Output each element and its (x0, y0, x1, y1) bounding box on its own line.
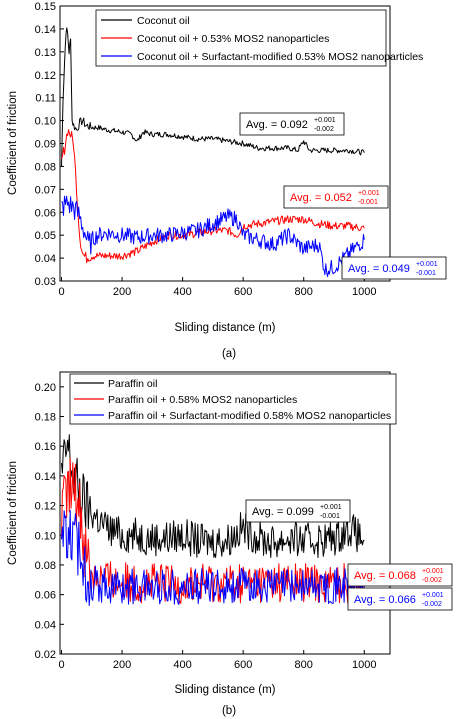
legend-label-coconut: Coconut oil (137, 15, 190, 27)
annotation-paraffin-mos2-value: 0.068 (388, 570, 416, 582)
y-tick-label: 0.05 (35, 230, 56, 242)
y-axis-label-a: Coefficient of friction (7, 91, 19, 195)
annotation-paraffin-prefix: Avg. = (252, 506, 286, 518)
annotation-coconut-surf-sup: +0.001 (416, 261, 438, 268)
svg-text:Avg. = 0.066: Avg. = 0.066 (354, 594, 416, 606)
annotation-coconut-mos2-sup: +0.001 (358, 190, 380, 197)
y-tick-label: 0.20 (35, 382, 56, 394)
panel-a: 0.03 0.04 0.05 0.06 0.07 0.08 0.09 0.10 0.11 0.12… (7, 1, 447, 360)
legend-label-coconut-surf: Coconut oil + Surfactant-modified 0.53% … (137, 51, 423, 63)
y-tick-label: 0.14 (35, 471, 56, 483)
annotation-coconut-mos2-prefix: Avg. = (290, 192, 324, 204)
panel-label-a: (a) (222, 348, 236, 360)
y-tick-label: 0.12 (35, 501, 56, 513)
plot-frame-b (59, 371, 391, 655)
annotation-coconut-surf-sub: -0.001 (416, 270, 436, 277)
y-tick-label: 0.11 (35, 93, 56, 105)
svg-text:Avg. = 0.099: Avg. = 0.099 (252, 506, 314, 518)
legend-label-paraffin-surf: Paraffin oil + Surfactant-modified 0.58%… (108, 410, 391, 422)
y-tick-label: 0.02 (35, 649, 56, 661)
legend-label-paraffin: Paraffin oil (108, 378, 157, 390)
y-tick-label: 0.06 (35, 590, 56, 602)
annotation-paraffin-surf-sub: -0.002 (422, 601, 442, 608)
svg-text:Avg. = 0.092: Avg. = 0.092 (246, 119, 308, 131)
y-tick-label: 0.18 (35, 412, 56, 424)
svg-text:Avg. = 0.068: Avg. = 0.068 (354, 570, 416, 582)
x-tick-label: 600 (234, 659, 252, 671)
y-tick-label: 0.16 (35, 441, 56, 453)
x-tick-label: 0 (58, 659, 64, 671)
x-tick-label: 200 (113, 286, 131, 298)
annotation-paraffin-surf-sup: +0.001 (422, 592, 444, 599)
x-tick-label: 400 (173, 659, 191, 671)
x-tick-label: 600 (234, 286, 252, 298)
panel-label-b: (b) (222, 705, 236, 717)
x-tick-label: 800 (295, 286, 313, 298)
annotation-paraffin-mos2-prefix: Avg. = (354, 570, 388, 582)
annotation-coconut-sub: -0.002 (314, 126, 334, 133)
annotation-paraffin-mos2: Avg. = 0.068 +0.001 -0.002 (347, 563, 453, 587)
y-tick-label: 0.14 (35, 24, 56, 36)
x-tick-label: 0 (58, 286, 64, 298)
x-tick-label: 1000 (352, 286, 376, 298)
legend-b: Paraffin oil Paraffin oil + 0.58% MOS2 n… (69, 373, 397, 425)
y-tick-label: 0.04 (35, 253, 56, 265)
annotation-paraffin-surf-prefix: Avg. = (354, 594, 388, 606)
series-line-b-2 (61, 509, 365, 607)
annotation-paraffin-surf-value: 0.066 (388, 594, 416, 606)
annotation-coconut-value: 0.092 (280, 119, 308, 131)
y-tick-label: 0.10 (35, 530, 56, 542)
annotation-coconut: Avg. = 0.092 +0.001 -0.002 (239, 112, 345, 136)
annotation-coconut-mos2: Avg. = 0.052 +0.001 -0.001 (283, 185, 389, 209)
x-tick-label: 400 (173, 286, 191, 298)
panel-b: 0.02 0.04 0.06 0.08 0.10 0.12 0.14 0.16 0.18 0.20… (7, 371, 453, 717)
y-tick-label: 0.06 (35, 207, 56, 219)
legend-a: Coconut oil Coconut oil + 0.53% MOS2 nan… (95, 9, 423, 67)
annotation-coconut-mos2-value: 0.052 (324, 192, 352, 204)
annotation-paraffin-surf: Avg. = 0.066 +0.001 -0.002 (347, 587, 453, 611)
y-tick-label: 0.13 (35, 47, 56, 59)
annotation-paraffin-mos2-sup: +0.001 (422, 568, 444, 575)
y-tick-label: 0.03 (35, 276, 56, 288)
legend-label-coconut-mos2: Coconut oil + 0.53% MOS2 nanoparticles (137, 33, 329, 45)
annotation-coconut-surf: Avg. = 0.049 +0.001 -0.001 (341, 256, 447, 280)
annotation-paraffin-mos2-sub: -0.002 (422, 577, 442, 584)
x-axis-label-a: Sliding distance (m) (175, 322, 276, 334)
series-line-a-2 (61, 195, 365, 278)
x-axis-label-b: Sliding distance (m) (175, 684, 276, 696)
y-tick-label: 0.12 (35, 70, 56, 82)
y-tick-label: 0.07 (35, 184, 56, 196)
x-tick-label: 1000 (352, 659, 376, 671)
annotation-coconut-sup: +0.001 (314, 117, 336, 124)
legend-label-paraffin-mos2: Paraffin oil + 0.58% MOS2 nanoparticles (108, 394, 297, 406)
annotation-paraffin-sub: -0.001 (320, 513, 340, 520)
annotation-coconut-mos2-sub: -0.001 (358, 199, 378, 206)
y-tick-label: 0.09 (35, 139, 56, 151)
y-tick-label: 0.04 (35, 619, 56, 631)
annotation-paraffin: Avg. = 0.099 +0.001 -0.001 (245, 499, 351, 523)
annotation-coconut-surf-prefix: Avg. = (348, 263, 382, 275)
y-tick-label: 0.08 (35, 161, 56, 173)
svg-text:Avg. = 0.049: Avg. = 0.049 (348, 263, 410, 275)
annotation-paraffin-sup: +0.001 (320, 504, 342, 511)
annotation-paraffin-value: 0.099 (286, 506, 314, 518)
annotation-coconut-prefix: Avg. = (246, 119, 280, 131)
y-tick-label: 0.15 (35, 1, 56, 13)
series-line-a-0 (61, 27, 365, 167)
x-tick-label: 800 (295, 659, 313, 671)
annotation-coconut-surf-value: 0.049 (382, 263, 410, 275)
svg-text:Avg. = 0.052: Avg. = 0.052 (290, 192, 352, 204)
y-tick-label: 0.08 (35, 560, 56, 572)
series-line-b-0 (61, 434, 365, 559)
y-axis-label-b: Coefficient of friction (7, 461, 19, 565)
y-tick-label: 0.10 (35, 116, 56, 128)
x-tick-label: 200 (113, 659, 131, 671)
